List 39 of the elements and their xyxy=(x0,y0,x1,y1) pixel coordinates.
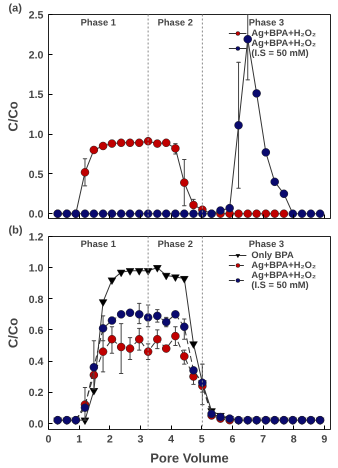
y-tick-label: 0.4 xyxy=(28,356,44,368)
y-axis-title: C/Co xyxy=(6,101,21,132)
y-tick-label: 0.0 xyxy=(28,208,44,221)
x-tick-label: 8 xyxy=(290,434,297,446)
legend-label: Ag+BPA+H₂O₂ (I.S = 50 mM) xyxy=(251,270,316,290)
x-tick-label: 2 xyxy=(106,434,113,446)
x-tick-label: 1 xyxy=(76,434,82,446)
y-tick-label: 0.2 xyxy=(28,387,44,400)
legend-label: Only BPA xyxy=(251,250,294,260)
x-axis-title: Pore Volume xyxy=(150,450,229,466)
x-tick-label: 4 xyxy=(168,434,174,446)
y-tick-label: 1.5 xyxy=(28,89,44,102)
y-tick-label: 2.0 xyxy=(28,49,44,62)
y-tick-label: 0.8 xyxy=(28,294,44,306)
x-tick-label: 6 xyxy=(229,434,236,446)
annotation: Phase 3 xyxy=(248,18,284,28)
x-tick-label: 3 xyxy=(137,434,144,446)
x-tick-label: 0 xyxy=(46,434,52,446)
y-tick-label: 0.5 xyxy=(28,168,44,181)
y-tick-label: 0.6 xyxy=(28,324,44,337)
annotation: Phase 1 xyxy=(80,18,116,28)
y-axis-title: C/Co xyxy=(6,318,21,348)
y-tick-label: 1.0 xyxy=(28,262,44,275)
annotation: Phase 2 xyxy=(158,239,193,250)
legend-label: Ag+BPA+H₂O₂ xyxy=(251,28,316,38)
x-tick-label: 5 xyxy=(198,434,205,446)
annotation: Phase 1 xyxy=(80,239,116,250)
annotation: Phase 3 xyxy=(248,239,284,250)
chart-title: (a) xyxy=(8,2,22,14)
chart-title: (b) xyxy=(8,224,23,236)
annotation: Phase 2 xyxy=(158,18,193,28)
x-tick-label: 9 xyxy=(321,434,328,446)
x-tick-label: 7 xyxy=(260,434,266,446)
y-tick-label: 0.0 xyxy=(28,418,44,430)
y-tick-label: 1.2 xyxy=(28,232,44,244)
y-tick-label: 1.0 xyxy=(28,129,44,142)
legend-label: Ag+BPA+H₂O₂ xyxy=(251,260,316,270)
y-tick-label: 2.5 xyxy=(28,10,44,22)
legend-label: Ag+BPA+H₂O₂ (I.S = 50 mM) xyxy=(251,38,316,58)
